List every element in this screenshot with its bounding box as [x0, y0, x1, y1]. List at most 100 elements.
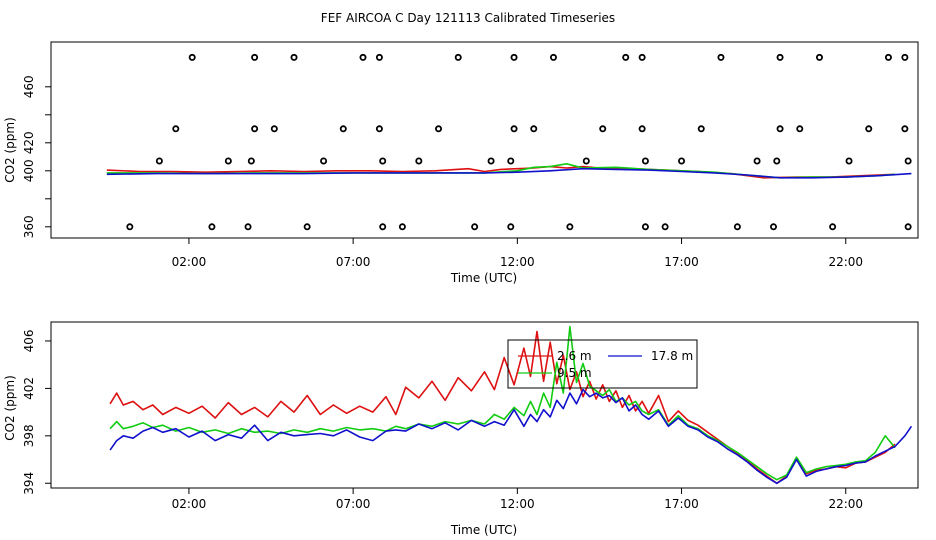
top-calibration-point [530, 125, 538, 133]
top-calibration-point [435, 125, 443, 133]
top-calibration-point [796, 125, 804, 133]
bottom-x-tick-label: 02:00 [172, 497, 207, 511]
top-calibration-point [507, 223, 515, 231]
top-calibration-point [471, 223, 479, 231]
legend: 2.6 m 17.8 m 9.5 m [507, 339, 698, 389]
top-x-tick-label: 17:00 [664, 255, 699, 269]
bottom-plot-frame [50, 321, 919, 489]
top-calibration-point [487, 157, 495, 165]
top-calibration-point [717, 53, 725, 61]
top-calibration-point [126, 223, 134, 231]
bottom-y-tick-label: 402 [22, 377, 36, 400]
bottom-series-17-8-m-line [109, 388, 913, 485]
top-calibration-point [375, 125, 383, 133]
top-calibration-point [770, 223, 778, 231]
top-calibration-point [776, 53, 784, 61]
bottom-y-tick-label: 406 [22, 330, 36, 353]
top-calibration-point [244, 223, 252, 231]
top-calibration-point [549, 53, 557, 61]
top-calibration-point [510, 53, 518, 61]
top-panel: 02:00 07:00 12:00 17:00 22:00 360 400 420 460 T… [3, 41, 919, 285]
top-calibration-point [638, 53, 646, 61]
top-calibration-point [510, 125, 518, 133]
top-calibration-point [901, 125, 909, 133]
bottom-x-tick-label: 07:00 [336, 497, 371, 511]
top-series-17-8-m-line [106, 167, 912, 179]
bottom-x-tick-label: 12:00 [500, 497, 535, 511]
top-y-tick-label: 400 [22, 159, 36, 182]
bottom-y-axis: 394 398 402 406 [22, 330, 51, 495]
legend-label-9-5m: 9.5 m [557, 366, 592, 380]
top-calibration-markers [126, 53, 912, 231]
top-y-tick-label: 420 [22, 131, 36, 154]
top-calibration-point [172, 125, 180, 133]
top-calibration-point [379, 223, 387, 231]
bottom-x-tick-label: 17:00 [664, 497, 699, 511]
top-calibration-point [904, 157, 912, 165]
top-calibration-point [566, 223, 574, 231]
top-calibration-point [638, 125, 646, 133]
top-calibration-point [290, 53, 298, 61]
top-calibration-point [776, 125, 784, 133]
bottom-y-axis-title: CO2 (ppm) [3, 375, 17, 441]
top-calibration-point [270, 125, 278, 133]
top-calibration-point [251, 53, 259, 61]
top-calibration-point [339, 125, 347, 133]
top-x-tick-label: 22:00 [828, 255, 863, 269]
top-series-layer [106, 163, 912, 179]
top-calibration-point [753, 157, 761, 165]
top-calibration-point [208, 223, 216, 231]
top-calibration-point [884, 53, 892, 61]
top-calibration-point [733, 223, 741, 231]
top-calibration-point [904, 223, 912, 231]
top-calibration-point [247, 157, 255, 165]
top-plot-frame [50, 41, 919, 239]
top-calibration-point [251, 125, 259, 133]
top-calibration-point [582, 157, 590, 165]
top-calibration-point [901, 53, 909, 61]
bottom-series-9-5-m-line [109, 325, 896, 481]
top-x-axis: 02:00 07:00 12:00 17:00 22:00 [172, 238, 863, 269]
top-calibration-point [415, 157, 423, 165]
top-calibration-point [865, 125, 873, 133]
bottom-y-tick-label: 398 [22, 424, 36, 447]
legend-label-17-8m: 17.8 m [651, 349, 693, 363]
legend-label-2-6m: 2.6 m [557, 349, 592, 363]
top-calibration-point [454, 53, 462, 61]
top-calibration-point [697, 125, 705, 133]
bottom-x-axis: 02:00 07:00 12:00 17:00 22:00 [172, 488, 863, 511]
top-calibration-point [661, 223, 669, 231]
legend-box [507, 339, 698, 389]
top-calibration-point [375, 53, 383, 61]
top-calibration-point [398, 223, 406, 231]
top-calibration-point [815, 53, 823, 61]
top-y-tick-label: 360 [22, 215, 36, 238]
top-calibration-point [599, 125, 607, 133]
top-y-axis-title: CO2 (ppm) [3, 117, 17, 183]
top-calibration-point [622, 53, 630, 61]
top-calibration-point [678, 157, 686, 165]
top-x-tick-label: 12:00 [500, 255, 535, 269]
bottom-x-axis-title: Time (UTC) [450, 523, 517, 537]
top-x-tick-label: 07:00 [336, 255, 371, 269]
chart-title: FEF AIRCOA C Day 121113 Calibrated Times… [321, 11, 615, 25]
top-calibration-point [829, 223, 837, 231]
top-calibration-point [641, 223, 649, 231]
top-calibration-point [188, 53, 196, 61]
bottom-y-tick-label: 394 [22, 472, 36, 495]
top-calibration-point [507, 157, 515, 165]
top-calibration-point [773, 157, 781, 165]
top-x-tick-label: 02:00 [172, 255, 207, 269]
top-calibration-point [641, 157, 649, 165]
top-calibration-point [303, 223, 311, 231]
bottom-panel: 02:00 07:00 12:00 17:00 22:00 394 398 402 406 T… [3, 321, 919, 537]
top-x-axis-title: Time (UTC) [450, 271, 517, 285]
bottom-series-layer [109, 325, 913, 485]
top-y-axis: 360 400 420 460 [22, 75, 51, 238]
top-calibration-point [379, 157, 387, 165]
bottom-x-tick-label: 22:00 [828, 497, 863, 511]
top-calibration-point [155, 157, 163, 165]
top-calibration-point [320, 157, 328, 165]
top-calibration-point [845, 157, 853, 165]
